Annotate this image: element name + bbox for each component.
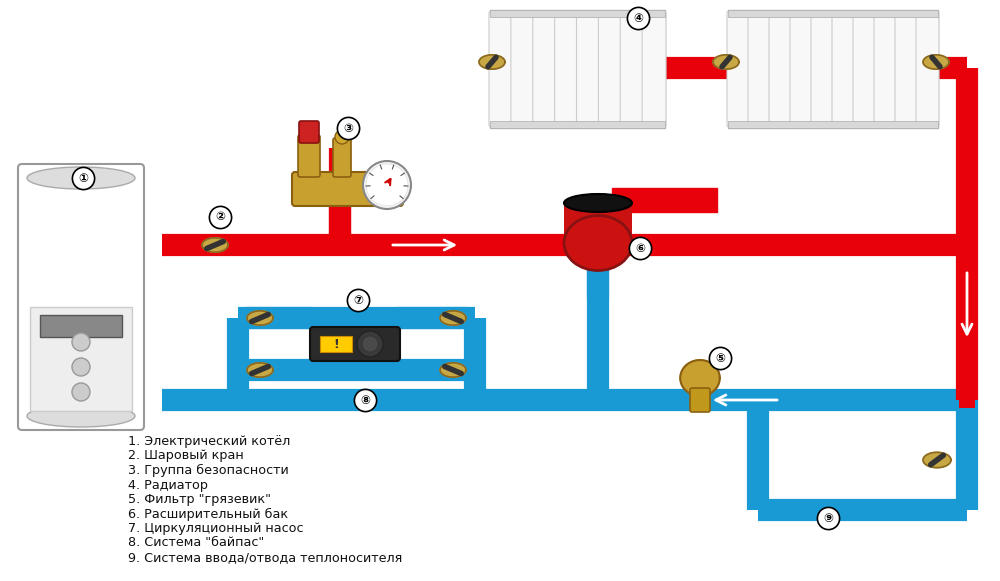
FancyBboxPatch shape <box>790 11 813 127</box>
FancyBboxPatch shape <box>728 10 938 17</box>
FancyBboxPatch shape <box>727 11 750 127</box>
FancyBboxPatch shape <box>959 392 975 408</box>
Ellipse shape <box>564 216 632 271</box>
Polygon shape <box>247 363 273 377</box>
Polygon shape <box>247 311 273 325</box>
FancyBboxPatch shape <box>489 11 513 127</box>
Polygon shape <box>440 311 466 325</box>
FancyBboxPatch shape <box>690 388 710 412</box>
Polygon shape <box>440 363 466 377</box>
Text: !: ! <box>333 338 339 350</box>
FancyBboxPatch shape <box>490 10 665 17</box>
FancyBboxPatch shape <box>853 11 876 127</box>
FancyBboxPatch shape <box>333 138 351 177</box>
FancyBboxPatch shape <box>292 172 403 206</box>
Text: ⑤: ⑤ <box>715 352 725 364</box>
FancyBboxPatch shape <box>620 11 644 127</box>
Text: 2. Шаровый кран: 2. Шаровый кран <box>128 450 244 462</box>
FancyBboxPatch shape <box>895 11 918 127</box>
FancyBboxPatch shape <box>728 10 938 128</box>
Circle shape <box>72 333 90 351</box>
FancyBboxPatch shape <box>30 307 132 411</box>
FancyBboxPatch shape <box>298 135 320 177</box>
Text: 7. Циркуляционный насос: 7. Циркуляционный насос <box>128 522 304 535</box>
Ellipse shape <box>564 194 632 212</box>
Polygon shape <box>923 55 949 69</box>
FancyBboxPatch shape <box>310 327 400 361</box>
FancyBboxPatch shape <box>490 121 665 128</box>
Text: 4. Радиатор: 4. Радиатор <box>128 479 208 492</box>
FancyBboxPatch shape <box>511 11 535 127</box>
FancyBboxPatch shape <box>612 188 717 212</box>
Text: 8. Система "байпас": 8. Система "байпас" <box>128 536 264 550</box>
Polygon shape <box>713 55 739 69</box>
Text: 1. Электрический котёл: 1. Электрический котёл <box>128 435 290 448</box>
FancyBboxPatch shape <box>320 336 352 352</box>
Polygon shape <box>479 55 505 69</box>
FancyBboxPatch shape <box>769 11 792 127</box>
FancyBboxPatch shape <box>564 203 632 245</box>
FancyBboxPatch shape <box>642 11 666 127</box>
FancyBboxPatch shape <box>533 11 557 127</box>
Text: 5. Фильтр "грязевик": 5. Фильтр "грязевик" <box>128 493 271 506</box>
Circle shape <box>357 331 383 357</box>
Polygon shape <box>923 452 951 468</box>
Text: ⑥: ⑥ <box>635 242 645 254</box>
FancyBboxPatch shape <box>728 121 938 128</box>
Text: ⑧: ⑧ <box>360 393 370 407</box>
Circle shape <box>363 161 411 209</box>
Circle shape <box>362 336 378 352</box>
Polygon shape <box>680 360 720 396</box>
Ellipse shape <box>27 167 135 189</box>
FancyBboxPatch shape <box>18 164 144 430</box>
Circle shape <box>366 164 408 206</box>
FancyBboxPatch shape <box>832 11 855 127</box>
Ellipse shape <box>27 405 135 427</box>
Text: ②: ② <box>215 210 225 224</box>
FancyBboxPatch shape <box>811 11 834 127</box>
FancyBboxPatch shape <box>748 11 771 127</box>
Text: ④: ④ <box>633 12 643 24</box>
FancyBboxPatch shape <box>916 11 939 127</box>
Circle shape <box>72 383 90 401</box>
FancyBboxPatch shape <box>490 10 665 128</box>
FancyBboxPatch shape <box>576 11 600 127</box>
Polygon shape <box>202 238 228 252</box>
FancyBboxPatch shape <box>555 11 578 127</box>
Circle shape <box>335 130 349 144</box>
Text: ⑨: ⑨ <box>823 511 833 525</box>
Text: 6. Расширительный бак: 6. Расширительный бак <box>128 507 288 521</box>
Text: ③: ③ <box>343 121 353 134</box>
Text: ①: ① <box>78 171 88 185</box>
FancyBboxPatch shape <box>299 121 319 143</box>
FancyBboxPatch shape <box>874 11 897 127</box>
FancyBboxPatch shape <box>40 315 122 337</box>
Text: ⑦: ⑦ <box>353 293 363 307</box>
Circle shape <box>72 358 90 376</box>
Text: 9. Система ввода/отвода теплоносителя: 9. Система ввода/отвода теплоносителя <box>128 551 402 564</box>
Text: 3. Группа безопасности: 3. Группа безопасности <box>128 464 289 477</box>
FancyBboxPatch shape <box>598 11 622 127</box>
